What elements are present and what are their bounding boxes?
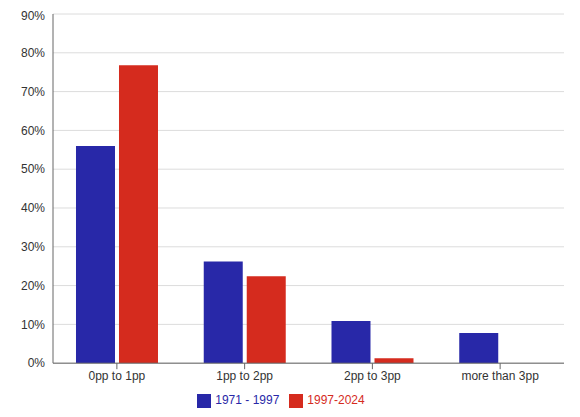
- svg-text:10%: 10%: [21, 318, 45, 332]
- html-text:1971 - 1997: 1971 - 1997: [215, 393, 280, 408]
- svg-text:40%: 40%: [21, 201, 45, 215]
- svg-text:90%: 90%: [21, 9, 45, 23]
- svg-text:20%: 20%: [21, 279, 45, 293]
- svg-text:2pp to 3pp: 2pp to 3pp: [344, 369, 401, 383]
- svg-text:1pp to 2pp: 1pp to 2pp: [216, 369, 273, 383]
- svg-text:60%: 60%: [21, 124, 45, 138]
- svg-text:80%: 80%: [21, 46, 45, 60]
- svg-text:more than 3pp: more than 3pp: [461, 369, 539, 383]
- svg-text:30%: 30%: [21, 240, 45, 254]
- svg-text:0%: 0%: [28, 356, 46, 370]
- html-text:1997-2024: 1997-2024: [307, 393, 365, 408]
- svg-text:50%: 50%: [21, 162, 45, 176]
- svg-text:70%: 70%: [21, 85, 45, 99]
- svg-text:0pp to 1pp: 0pp to 1pp: [89, 369, 146, 383]
